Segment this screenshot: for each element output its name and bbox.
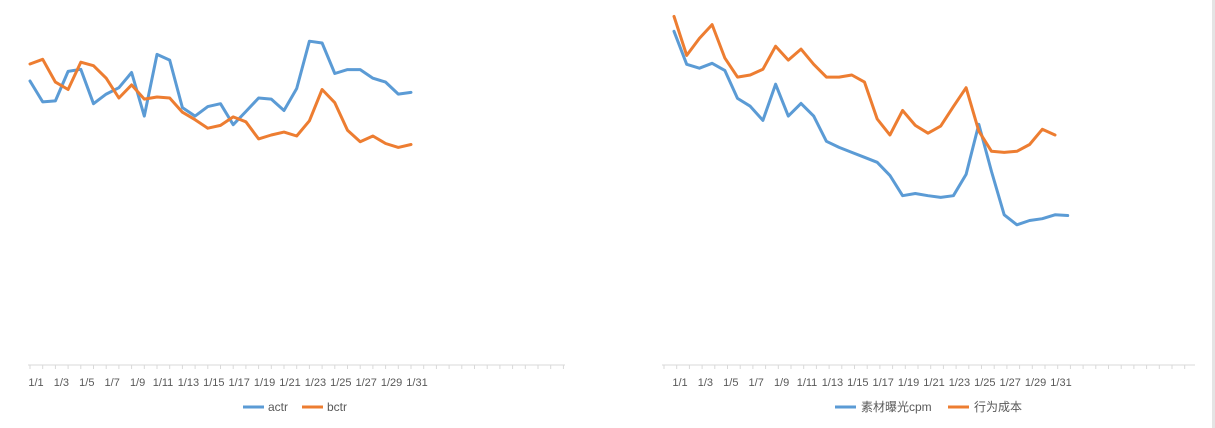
x-tick-label: 1/27 — [355, 377, 376, 389]
right-edge-strip — [1212, 0, 1215, 428]
legend-label-1: 素材曝光cpm — [861, 400, 932, 414]
x-tick-label: 1/23 — [949, 377, 970, 389]
left-line-chart: 1/1 1/3 1/5 1/7 1/9 1/11 1/13 1/15 1/17 1/19 1/21 1… — [28, 39, 565, 414]
series-line-2 — [672, 14, 1057, 154]
legend-label-1: actr — [268, 400, 288, 414]
x-tick-label: 1/13 — [178, 377, 199, 389]
x-tick-label: 1/19 — [254, 377, 275, 389]
x-tick-label: 1/15 — [203, 377, 224, 389]
x-tick-label: 1/13 — [822, 377, 843, 389]
x-tick-label: 1/15 — [847, 377, 868, 389]
legend-label-2: bctr — [327, 400, 347, 414]
x-tick-label: 1/3 — [54, 377, 69, 389]
x-tick-label: 1/3 — [698, 377, 713, 389]
x-tick-label: 1/7 — [105, 377, 120, 389]
x-tick-label: 1/1 — [28, 377, 43, 389]
series-line-1 — [28, 39, 413, 127]
series-line-2 — [28, 57, 413, 149]
x-tick-label: 1/27 — [999, 377, 1020, 389]
x-tick-label: 1/31 — [406, 377, 427, 389]
x-tick-label: 1/11 — [797, 377, 818, 389]
x-tick-label: 1/19 — [898, 377, 919, 389]
x-tick-label: 1/21 — [923, 377, 944, 389]
x-tick-label: 1/29 — [381, 377, 402, 389]
legend-label-2: 行为成本 — [974, 400, 1022, 414]
x-tick-label: 1/1 — [672, 377, 687, 389]
x-tick-label: 1/11 — [153, 377, 174, 389]
x-tick-label: 1/9 — [774, 377, 789, 389]
x-tick-label: 1/31 — [1050, 377, 1071, 389]
x-tick-label: 1/25 — [974, 377, 995, 389]
x-tick-label: 1/9 — [130, 377, 145, 389]
x-tick-label: 1/17 — [228, 377, 249, 389]
x-tick-label: 1/5 — [723, 377, 738, 389]
x-tick-label: 1/23 — [305, 377, 326, 389]
x-tick-label: 1/25 — [330, 377, 351, 389]
x-tick-label: 1/29 — [1025, 377, 1046, 389]
x-tick-label: 1/5 — [79, 377, 94, 389]
x-tick-label: 1/17 — [872, 377, 893, 389]
series-line-1 — [672, 29, 1070, 227]
x-tick-label: 1/21 — [279, 377, 300, 389]
x-tick-label: 1/7 — [749, 377, 764, 389]
